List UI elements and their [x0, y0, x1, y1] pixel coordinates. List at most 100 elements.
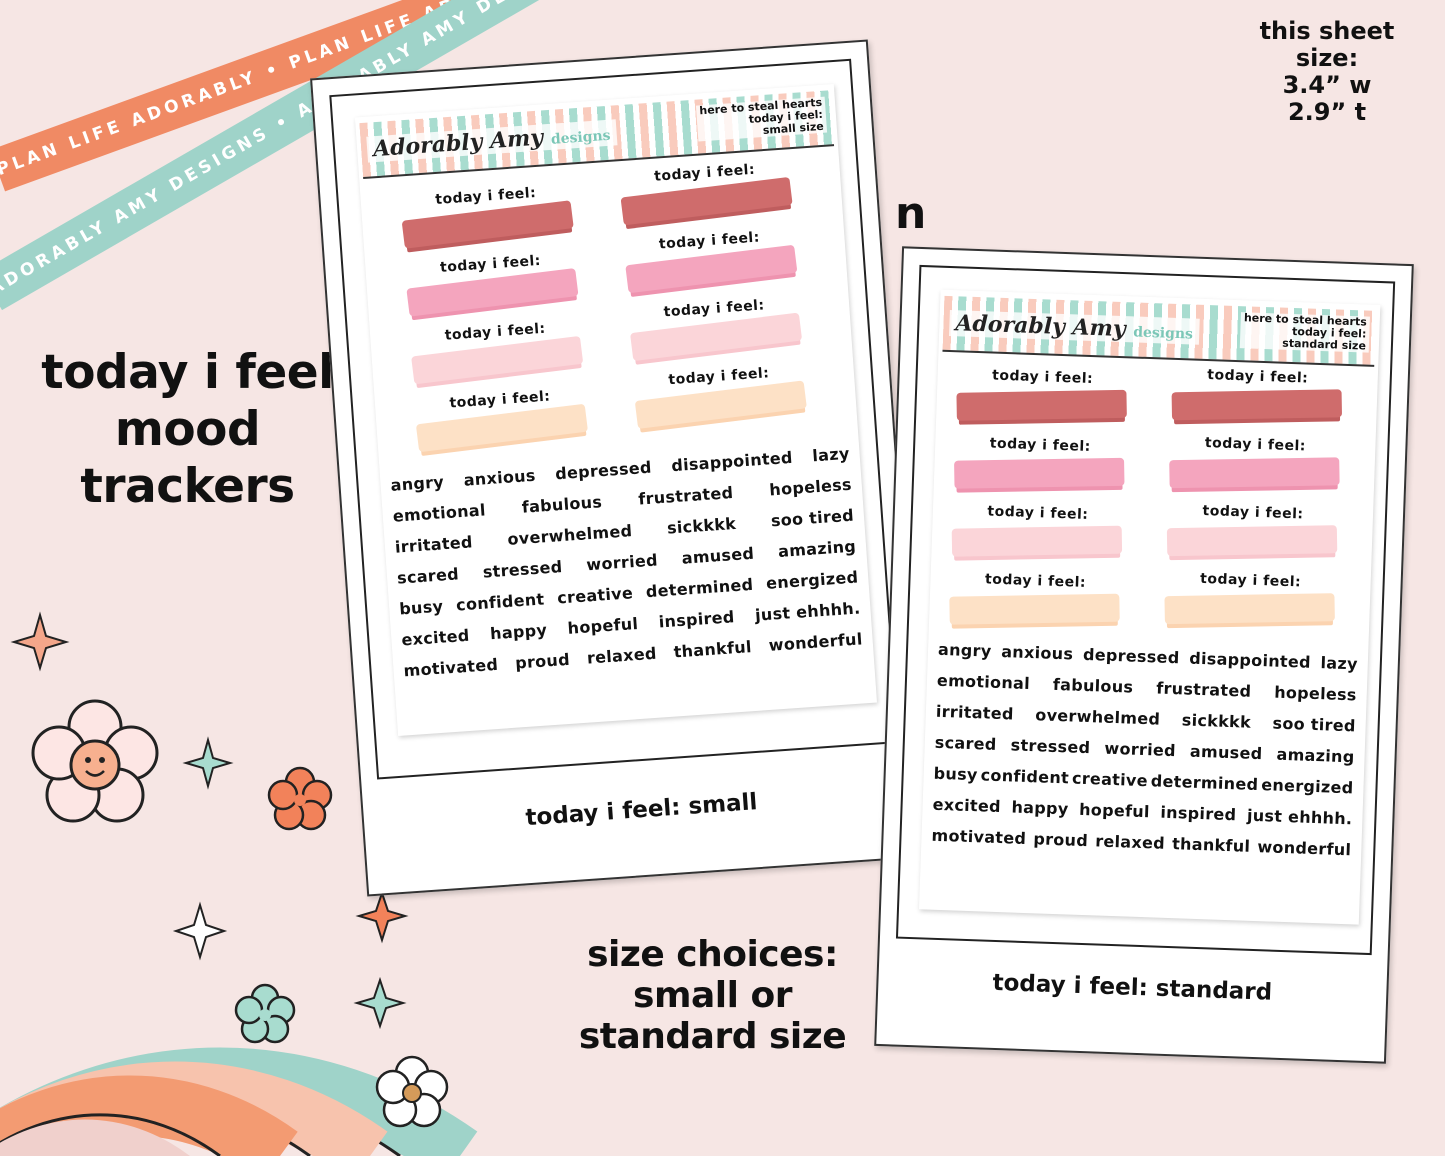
mood-word: determined — [1150, 771, 1259, 795]
tracker-stroke — [1169, 457, 1340, 489]
size-choices-line: standard size — [578, 1016, 847, 1057]
today-i-feel-tracker: today i feel: — [1166, 502, 1338, 570]
mood-word: energized — [1260, 775, 1354, 798]
smiley-flower-icon — [31, 699, 159, 823]
mood-word: soo tired — [770, 505, 855, 531]
tracker-label: today i feel: — [987, 503, 1089, 523]
mood-word-row: emotional fabulous frustrated hopeless — [937, 671, 1357, 705]
title-line: mood — [114, 402, 261, 457]
card-caption: today i feel: standard — [992, 969, 1273, 1006]
mood-word: amused — [1189, 741, 1263, 764]
today-i-feel-tracker: today i feel: — [953, 434, 1125, 502]
sheet-size-info: this sheet size: 3.4” w 2.9” t — [1227, 18, 1427, 126]
mood-word: amused — [681, 543, 755, 568]
mood-word: angry — [389, 472, 445, 495]
mood-word: fabulous — [1052, 674, 1134, 697]
sparkle-icon — [182, 736, 234, 790]
tracker-stroke — [956, 389, 1127, 421]
today-i-feel-tracker: today i feel: — [1171, 366, 1343, 434]
mood-word: hopeless — [768, 474, 853, 500]
mood-word: amazing — [777, 536, 857, 561]
header-text: here to steal hearts today i feel: standar… — [1239, 311, 1370, 353]
mood-word: excited — [932, 794, 1002, 817]
tracker-label: today i feel: — [984, 571, 1087, 591]
mood-word: fabulous — [521, 492, 603, 517]
header-line: standard size — [1282, 336, 1367, 353]
mood-word: frustrated — [1155, 678, 1252, 701]
size-choices-line: small or — [633, 975, 792, 1016]
brand-logo: Adorably Amy designs — [366, 119, 618, 163]
brand-sub: designs — [550, 127, 612, 148]
today-i-feel-tracker: today i feel: — [951, 502, 1123, 570]
mood-word-row: busy confident creative determined energized — [933, 764, 1353, 798]
mood-words: angry anxious depressed disappointed lazy emo… — [931, 640, 1358, 860]
mood-word: excited — [400, 625, 471, 650]
size-choices: size choices: small or standard size — [560, 934, 865, 1057]
mood-word: creative — [1071, 768, 1149, 791]
mood-word: stressed — [482, 557, 564, 582]
sparkle-icon — [10, 611, 70, 672]
mood-word: hopeful — [1078, 799, 1151, 822]
today-i-feel-tracker: today i feel: — [624, 227, 798, 301]
mood-word: motivated — [931, 825, 1027, 848]
tracker-stroke — [949, 593, 1120, 625]
brand-name: Adorably Amy — [955, 310, 1127, 343]
mood-word: relaxed — [586, 643, 658, 668]
mood-word: sickkkk — [666, 513, 737, 538]
mood-word-row: motivated proud relaxed thankful wonderful — [931, 826, 1351, 860]
rainbow-illustration — [0, 611, 478, 1156]
standard-size-card: Adorably Amy designs here to steal hearts… — [874, 246, 1414, 1064]
brand-logo: Adorably Amy designs — [949, 310, 1200, 345]
mood-word: proud — [1033, 829, 1089, 851]
mood-word: irritated — [935, 701, 1015, 724]
mood-word: irritated — [394, 532, 474, 557]
mood-word: amazing — [1276, 744, 1355, 767]
orange-flower-icon — [267, 766, 333, 831]
stray-character: n — [895, 188, 927, 239]
tracker-label: today i feel: — [1207, 367, 1309, 387]
mood-word: lazy — [811, 443, 851, 466]
mood-word: wonderful — [768, 629, 864, 655]
today-i-feel-tracker: today i feel: — [405, 250, 579, 324]
tracker-label: today i feel: — [1202, 502, 1304, 523]
mood-word: angry — [937, 639, 992, 661]
mood-word: overwhelmed — [506, 521, 633, 549]
mood-word: proud — [514, 649, 571, 673]
sheet-width: 3.4” w — [1282, 71, 1372, 99]
today-i-feel-tracker: today i feel: — [629, 295, 803, 369]
title-line: trackers — [80, 459, 295, 514]
card-caption: today i feel: small — [524, 789, 759, 832]
today-i-feel-tracker: today i feel: — [634, 363, 808, 437]
today-i-feel-tracker: today i feel: — [956, 366, 1128, 434]
mood-word: frustrated — [637, 483, 734, 509]
teal-flower-icon — [234, 983, 296, 1044]
mood-word: happy — [1011, 797, 1069, 819]
brand-name: Adorably Amy — [372, 124, 544, 163]
mood-word: relaxed — [1094, 831, 1166, 853]
tracker-stroke — [951, 525, 1123, 557]
sparkle-icon — [172, 901, 228, 961]
mood-word-row: scared stressed worried amused amazing — [934, 733, 1354, 767]
mood-word: busy — [398, 596, 444, 619]
mood-word: scared — [396, 564, 460, 588]
product-title: today i feel mood trackers — [30, 344, 345, 515]
title-line: today i feel — [41, 345, 334, 400]
tracker-stroke — [1166, 525, 1338, 557]
tracker-label: today i feel: — [989, 435, 1092, 456]
white-flower-icon — [375, 1055, 449, 1128]
mood-word: worried — [585, 550, 659, 575]
mood-word-row: irritated overwhelmed sickkkk soo tired — [936, 702, 1356, 736]
mood-word: emotional — [936, 670, 1031, 694]
mood-word-row: angry anxious depressed disappointed lazy — [938, 640, 1358, 674]
mood-word-row: excited happy hopeful inspired just ehhhh. — [932, 795, 1352, 829]
mood-word: energized — [765, 567, 859, 593]
mood-word: stressed — [1010, 735, 1091, 758]
mood-words: angry anxious depressed disappointed lazy emo… — [390, 444, 863, 681]
mood-word: busy — [933, 763, 979, 785]
sticker-sheet: Adorably Amy designs here to steal hearts… — [918, 289, 1381, 925]
today-i-feel-tracker: today i feel: — [1169, 434, 1341, 502]
today-i-feel-tracker: today i feel: — [1164, 570, 1336, 638]
mood-word: emotional — [392, 500, 487, 526]
sticker-sheet: Adorably Amy designs here to steal hearts… — [354, 83, 877, 736]
mood-word: just ehhhh. — [754, 598, 861, 625]
